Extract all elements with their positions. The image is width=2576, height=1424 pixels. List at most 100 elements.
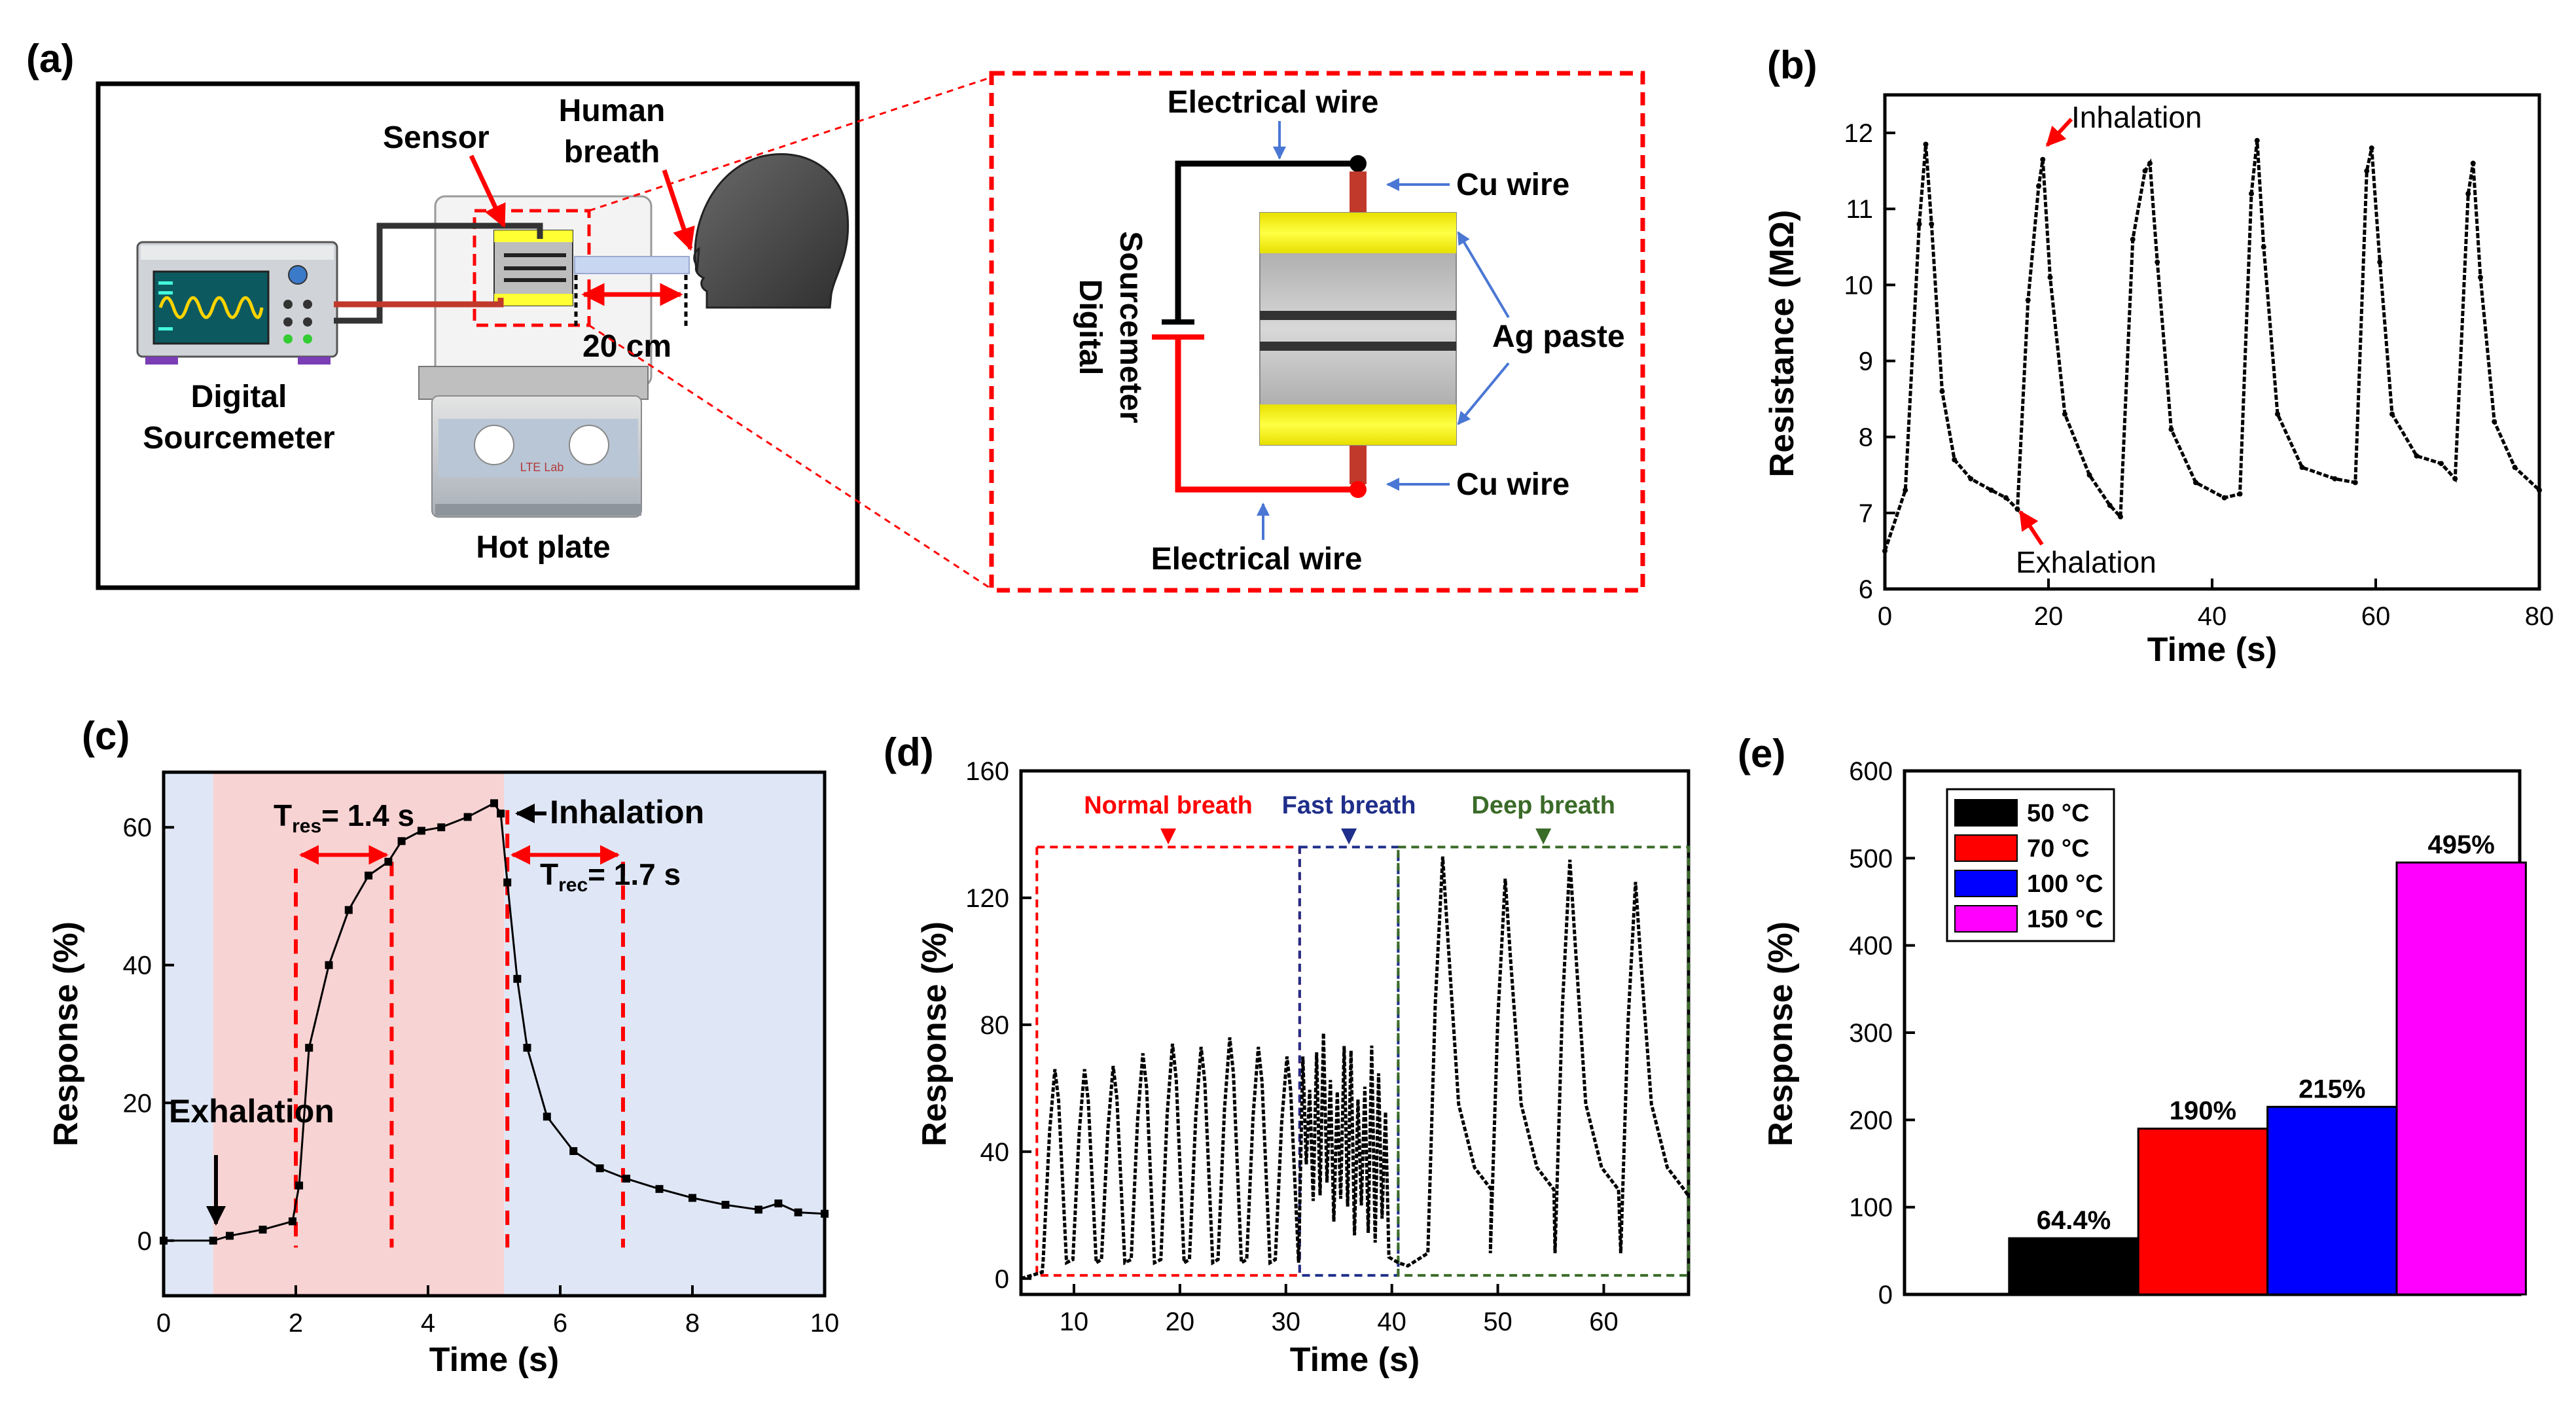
c-data-point	[226, 1232, 234, 1240]
sensor-label: Sensor	[383, 120, 490, 155]
xlabel-c: Time (s)	[429, 1341, 559, 1379]
c-data-point	[397, 837, 406, 846]
e-legend-swatch	[1954, 799, 2018, 827]
human-head-icon	[693, 153, 850, 309]
c-ytick-label: 60	[123, 813, 152, 842]
b-data-point	[1939, 389, 1945, 394]
b-ytick-label: 11	[1846, 195, 1873, 224]
sourcemeter-label-1: Digital	[191, 380, 287, 414]
e-bar-value-label: 190%	[2170, 1097, 2236, 1126]
e-legend-swatch	[1954, 834, 2018, 862]
d-xtick-label: 60	[1589, 1308, 1619, 1336]
panel-label-e: (e)	[1738, 732, 1785, 775]
b-ytick-label: 10	[1844, 271, 1874, 300]
e-bar-value-label: 215%	[2299, 1075, 2365, 1103]
c-data-point	[755, 1205, 762, 1214]
e-ytick-label: 600	[1849, 757, 1893, 786]
hot-plate-label: Hot plate	[476, 530, 610, 565]
d-ytick-label: 0	[995, 1265, 1009, 1294]
b-data-point	[2512, 465, 2518, 471]
b-ytick-label: 12	[1844, 119, 1874, 148]
c-data-point	[490, 799, 498, 808]
red-lead-wire	[334, 298, 504, 308]
b-data-point	[2142, 168, 2148, 174]
b-data-point	[2147, 160, 2153, 166]
c-data-point	[209, 1236, 217, 1245]
b-data-point	[2537, 488, 2542, 493]
b-ytick-label: 6	[1859, 575, 1873, 604]
d-xtick-label: 30	[1272, 1308, 1301, 1336]
d-region-label: Fast breath	[1282, 792, 1416, 819]
ylabel-c: Response (%)	[47, 921, 85, 1147]
b-data-point	[2168, 427, 2174, 433]
b-data-point	[2465, 191, 2471, 196]
b-xtick-label: 20	[2034, 602, 2064, 631]
c-data-point	[569, 1147, 578, 1155]
panel-d: (d) Normal breath Fast breath Deep breath …	[884, 730, 1690, 1379]
e-ytick-label: 400	[1849, 932, 1893, 961]
b-data-point	[2332, 476, 2338, 482]
red-circuit-wire	[1175, 337, 1358, 493]
electrical-wire-bottom-label: Electrical wire	[1151, 542, 1363, 577]
b-data-point	[1988, 488, 1994, 493]
b-data-point	[1929, 221, 1935, 227]
b-data-point	[1916, 221, 1922, 227]
b-data-point	[2036, 183, 2041, 189]
b-data-point	[2352, 480, 2358, 486]
ag-paste-label: Ag paste	[1492, 319, 1625, 354]
c-data-point	[689, 1194, 696, 1202]
b-data-point	[2118, 514, 2123, 520]
b-data-point	[2249, 191, 2254, 196]
b-xtick-label: 60	[2361, 602, 2391, 631]
c-data-point	[513, 974, 522, 983]
b-data-point	[1923, 141, 1929, 147]
b-data-point	[2364, 168, 2370, 174]
e-legend-label: 100 °C	[2027, 870, 2103, 898]
c-data-point	[259, 1225, 267, 1234]
sourcemeter-label-2: Sourcemeter	[143, 421, 334, 455]
e-ytick-label: 0	[1878, 1281, 1893, 1309]
black-lead-wire	[334, 222, 543, 324]
c-data-point	[721, 1201, 730, 1209]
d-region-box	[1397, 846, 1690, 1277]
e-ytick-label: 100	[1849, 1194, 1893, 1222]
ag-paste-bottom	[1260, 404, 1456, 445]
c-data-point	[503, 878, 512, 887]
exhalation-region-left	[164, 772, 213, 1296]
cu-wire-bottom	[1350, 438, 1367, 484]
b-data-point	[2155, 259, 2160, 265]
b-data-point	[1968, 476, 1974, 482]
c-xtick-label: 8	[685, 1309, 700, 1338]
b-data-point	[2414, 453, 2420, 459]
d-ytick-label: 120	[965, 884, 1009, 913]
b-data-point	[2107, 503, 2113, 508]
b-data-point	[2254, 137, 2260, 143]
c-data-point	[543, 1112, 551, 1121]
d-ytick-label: 160	[965, 757, 1009, 786]
b-data-point	[2275, 411, 2280, 417]
b-data-point	[2237, 491, 2243, 497]
d-region-arrow	[1535, 828, 1552, 845]
b-data-point	[2025, 297, 2031, 303]
d-region-arrow	[1160, 828, 1177, 845]
e-ytick-label: 300	[1849, 1019, 1893, 1048]
d-ytick-label: 80	[980, 1011, 1010, 1040]
e-legend-swatch	[1954, 905, 2018, 933]
annotation-exhalation-c: Exhalation	[169, 1093, 334, 1130]
d-ytick-label: 40	[980, 1138, 1010, 1167]
c-data-point	[325, 961, 333, 969]
tres-label: Tres= 1.4 s	[274, 798, 414, 837]
b-data-point	[2193, 480, 2198, 486]
sensor-arrow	[469, 154, 507, 228]
xlabel-d: Time (s)	[1290, 1341, 1420, 1379]
c-data-point	[305, 1044, 313, 1052]
breath-arrow	[662, 169, 695, 251]
b-data-point	[2014, 507, 2020, 512]
response-region	[213, 772, 505, 1296]
d-region-box	[1298, 846, 1400, 1277]
legend-e: 50 °C 70 °C 100 °C 150 °C	[1946, 788, 2115, 942]
distance-label: 20 cm	[582, 329, 671, 364]
b-ytick-label: 8	[1859, 423, 1873, 452]
d-region-label: Deep breath	[1471, 792, 1615, 819]
zoom-guide-bottom	[588, 324, 992, 590]
